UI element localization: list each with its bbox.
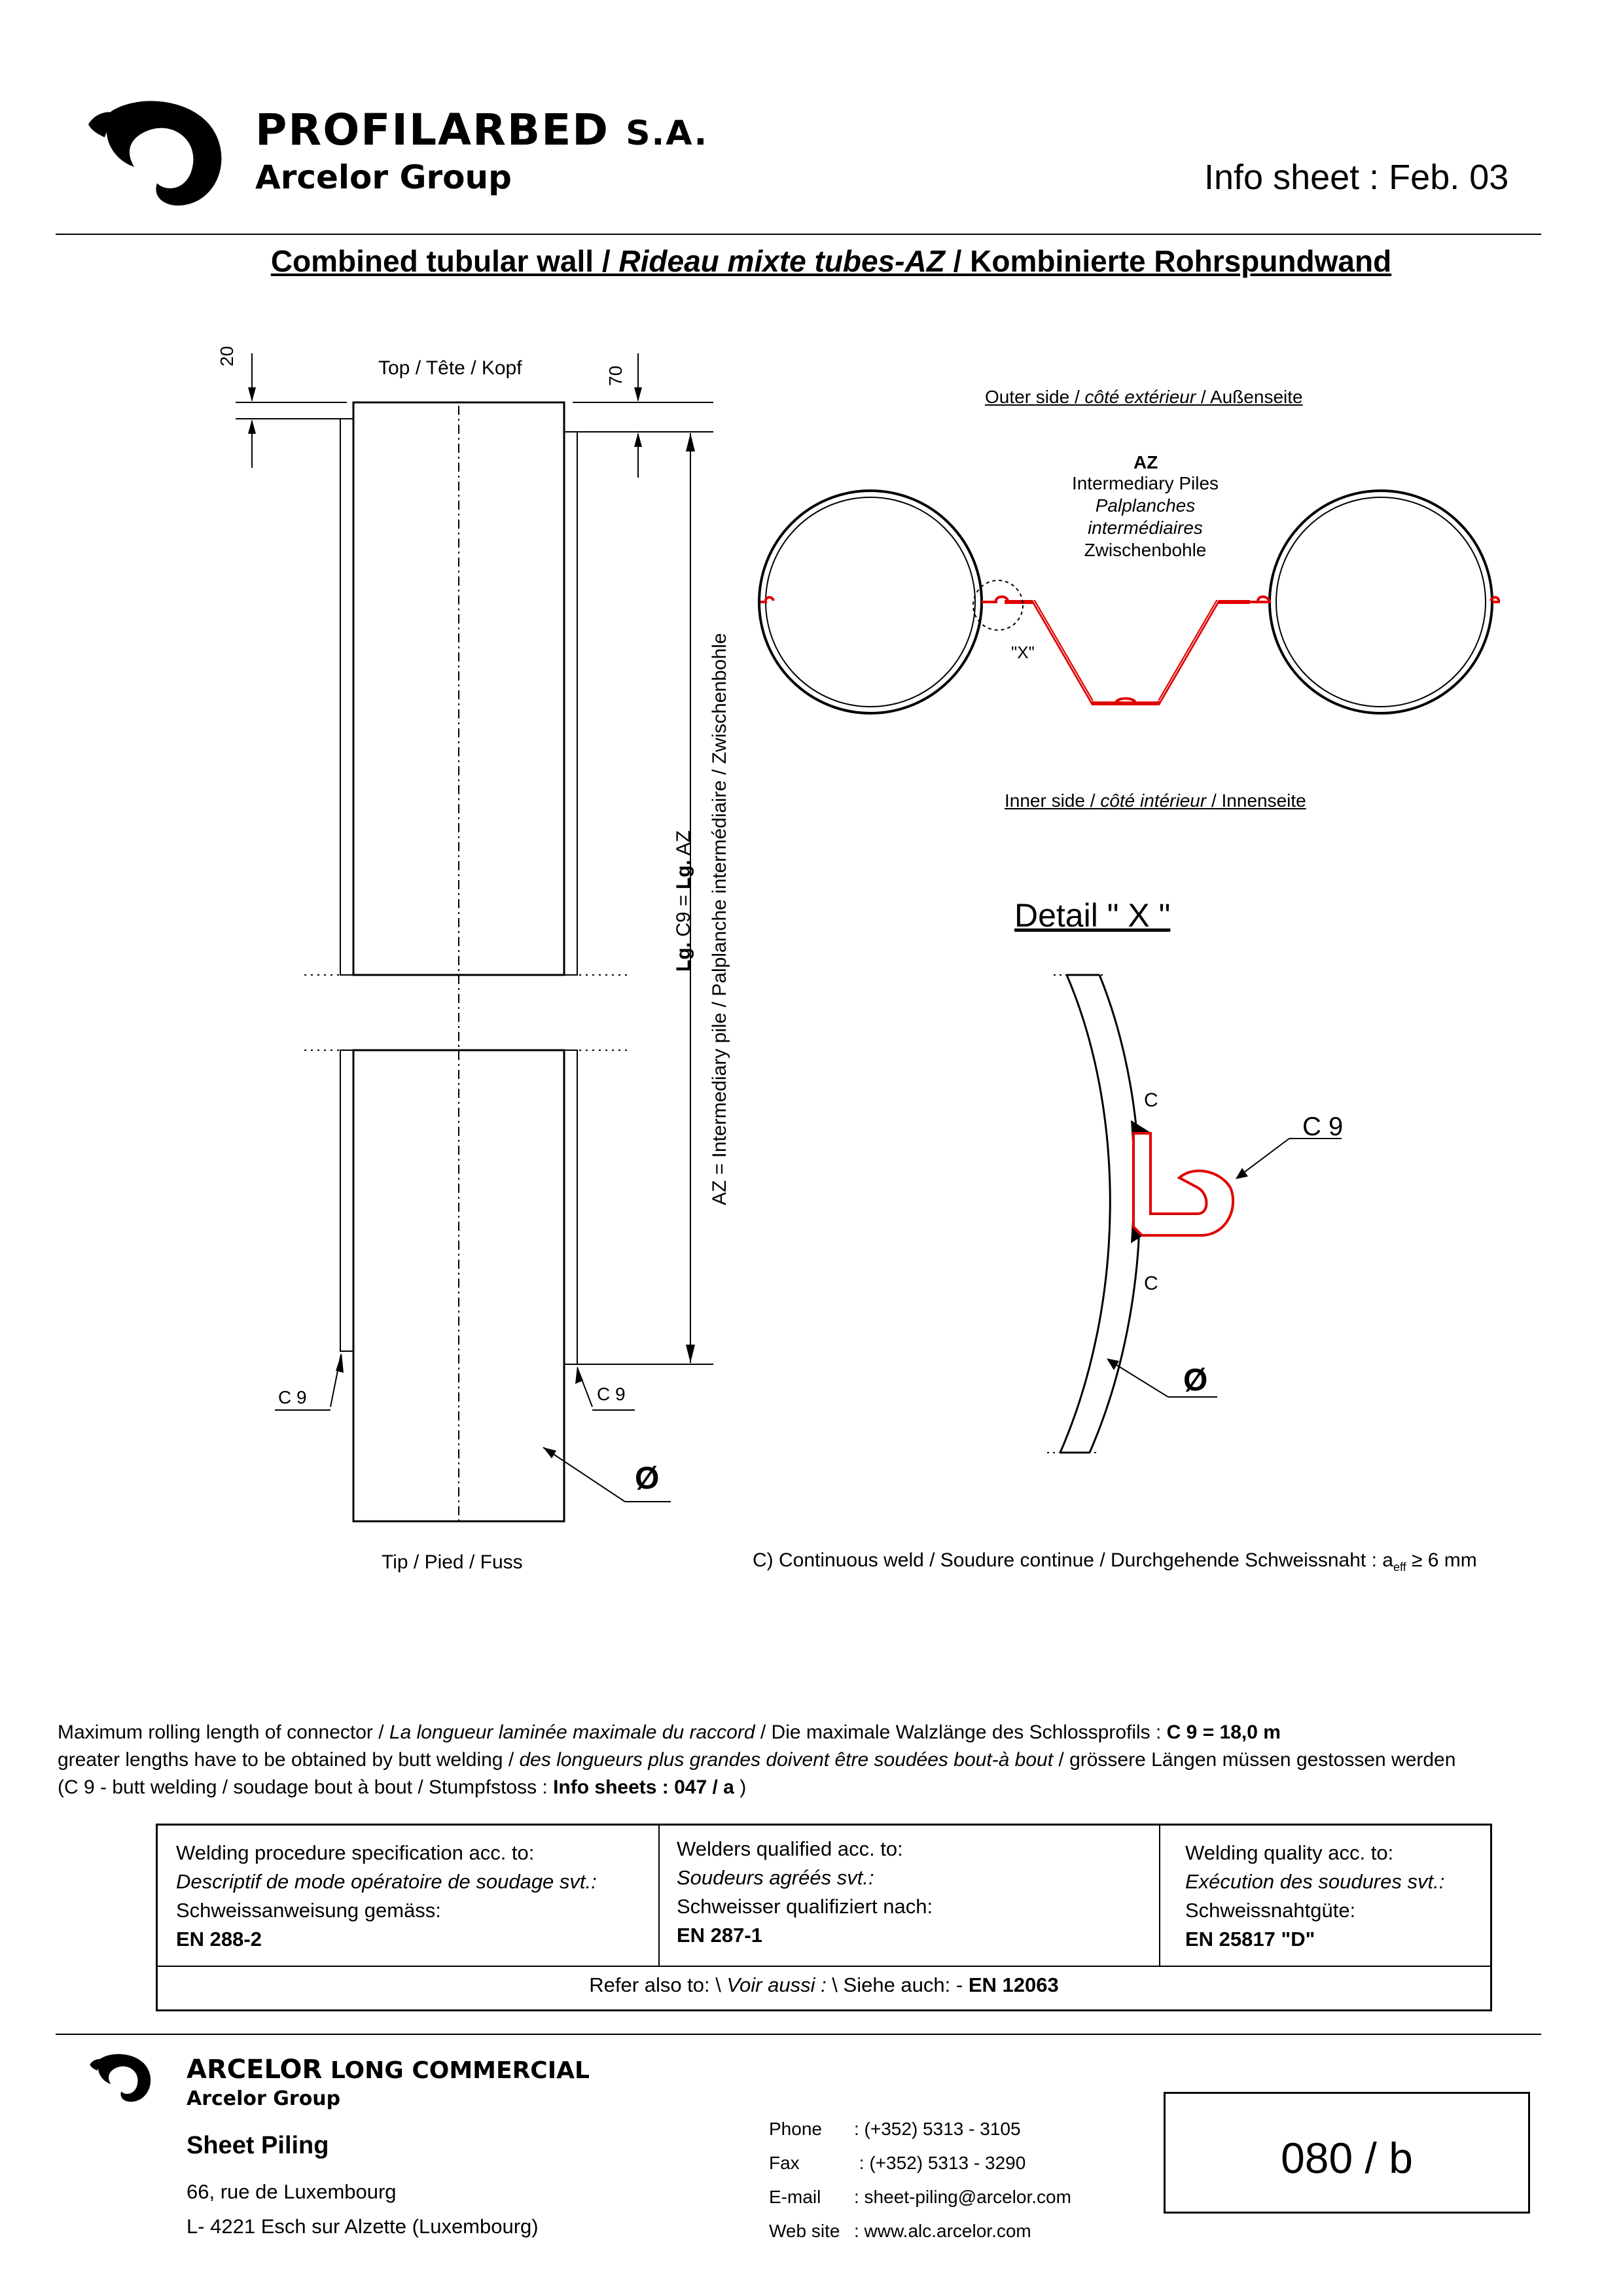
footer-department: Sheet Piling bbox=[187, 2132, 329, 2159]
length-arrowhead-top bbox=[686, 433, 695, 451]
detail-tube-wall bbox=[1059, 974, 1111, 1453]
top-label: Top / Tête / Kopf bbox=[378, 357, 522, 379]
c9-left-arrowhead bbox=[336, 1353, 344, 1373]
length-label: Lg. C9 = Lg. AZ bbox=[673, 830, 694, 972]
diameter-detail-leader bbox=[1107, 1359, 1169, 1398]
welding-standards-table: Welding procedure specification acc. to:… bbox=[156, 1824, 1492, 2011]
connector-outer-right bbox=[1489, 596, 1501, 603]
weld-c-bottom-label: C bbox=[1144, 1273, 1158, 1294]
connector-mid bbox=[1115, 697, 1137, 704]
c9-right-arrowhead bbox=[575, 1366, 583, 1384]
tube-right bbox=[1268, 489, 1493, 715]
dim-20-label: 20 bbox=[217, 345, 237, 366]
arcelor-logo bbox=[90, 2054, 151, 2102]
diameter-leader bbox=[543, 1447, 626, 1502]
tip-label: Tip / Pied / Fuss bbox=[382, 1551, 523, 1573]
wps-cell: Welding procedure specification acc. to:… bbox=[176, 1841, 597, 1951]
dim-70-label: 70 bbox=[605, 365, 626, 386]
c9-detail-label: C 9 bbox=[1302, 1112, 1344, 1141]
footer-group: Arcelor Group bbox=[187, 2087, 341, 2110]
sheet-number: 080 / b bbox=[1281, 2134, 1413, 2182]
az-pile-label: AZ = Intermediary pile / Palplanche inte… bbox=[709, 633, 730, 1205]
az-caption: Intermediary Piles Palplanches intermédi… bbox=[1071, 473, 1219, 560]
weld-c-top-label: C bbox=[1144, 1089, 1158, 1111]
info-sheet-label: Info sheet : Feb. 03 bbox=[1204, 158, 1509, 197]
company-name: PROFILARBED S.A. bbox=[255, 105, 709, 155]
dim-20-arrowhead-bottom bbox=[248, 419, 256, 434]
contact-website[interactable]: Web site: www.alc.arcelor.com bbox=[769, 2221, 1031, 2241]
c9-detail-leader bbox=[1236, 1138, 1290, 1178]
pile-elevation-drawing bbox=[236, 353, 713, 1523]
profilarbed-logo bbox=[88, 101, 222, 206]
connector-right bbox=[1250, 595, 1272, 604]
connector-right-upper bbox=[563, 431, 578, 976]
outer-side-label: Outer side / côté extérieur / Außenseite bbox=[985, 387, 1303, 407]
detail-x-marker bbox=[972, 580, 1024, 631]
weld-note: C) Continuous weld / Soudure continue / … bbox=[753, 1549, 1477, 1574]
rolling-length-notes: Maximum rolling length of connector / La… bbox=[58, 1719, 1455, 1801]
note-line-1: Maximum rolling length of connector / La… bbox=[58, 1722, 1281, 1743]
welders-cell: Welders qualified acc. to: Soudeurs agré… bbox=[677, 1837, 933, 1947]
note-line-3: (C 9 - butt welding / soudage bout à bou… bbox=[58, 1776, 747, 1798]
connector-left bbox=[982, 595, 1010, 604]
connector-outer-left bbox=[760, 596, 775, 603]
diameter-detail-symbol: Ø bbox=[1183, 1363, 1208, 1398]
footer-address-2: L- 4221 Esch sur Alzette (Luxembourg) bbox=[187, 2215, 539, 2238]
contact-fax: Fax : (+352) 5313 - 3290 bbox=[769, 2153, 1026, 2173]
dim-70-arrowhead-top bbox=[634, 387, 642, 402]
page-title: Combined tubular wall / Rideau mixte tub… bbox=[270, 244, 1392, 278]
az-title: AZ bbox=[1133, 452, 1158, 472]
connector-right-lower bbox=[563, 1050, 578, 1365]
c9-left-label: C 9 bbox=[278, 1387, 307, 1407]
footer-divider bbox=[56, 2034, 1541, 2035]
refer-also-row: Refer also to: \ Voir aussi : \ Siehe au… bbox=[589, 1973, 1059, 1996]
dim-20-arrowhead-top bbox=[248, 387, 256, 402]
diameter-arrowhead bbox=[543, 1447, 556, 1458]
contact-phone: Phone: (+352) 5313 - 3105 bbox=[769, 2119, 1021, 2139]
note-line-2: greater lengths have to be obtained by b… bbox=[58, 1749, 1456, 1771]
detail-x-drawing bbox=[1047, 974, 1342, 1454]
sheet-number-box: 080 / b bbox=[1164, 2092, 1530, 2214]
tube-left bbox=[758, 489, 983, 715]
diameter-symbol: Ø bbox=[635, 1461, 660, 1496]
header-divider bbox=[56, 234, 1541, 235]
detail-title: Detail " X " bbox=[1014, 897, 1171, 934]
az-sheet-pile bbox=[1005, 600, 1250, 705]
detail-c9-connector bbox=[1132, 1132, 1235, 1237]
footer-address-1: 66, rue de Luxembourg bbox=[187, 2180, 397, 2203]
connector-left-lower bbox=[340, 1050, 354, 1352]
detail-x-mark: "X" bbox=[1011, 643, 1035, 662]
weld-quality-cell: Welding quality acc. to: Exécution des s… bbox=[1185, 1841, 1445, 1951]
dim-70-arrowhead-bottom bbox=[634, 433, 642, 447]
inner-side-label: Inner side / côté intérieur / Innenseite bbox=[1005, 790, 1306, 811]
company-group: Arcelor Group bbox=[255, 158, 512, 196]
length-arrowhead-bottom bbox=[686, 1345, 695, 1363]
c9-right-label: C 9 bbox=[597, 1384, 626, 1404]
contact-email[interactable]: E-mail: sheet-piling@arcelor.com bbox=[769, 2187, 1071, 2207]
plan-view-drawing bbox=[758, 489, 1501, 715]
connector-left-upper bbox=[340, 418, 354, 976]
footer-company: ARCELOR LONG COMMERCIAL bbox=[187, 2055, 590, 2085]
